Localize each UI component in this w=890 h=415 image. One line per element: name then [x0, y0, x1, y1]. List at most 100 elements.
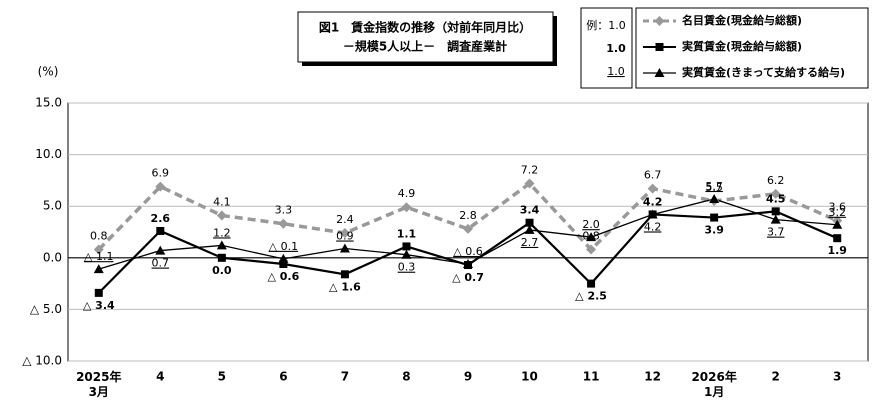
point [463, 258, 473, 268]
data-label: 0.8 [582, 230, 600, 243]
legend-marker [655, 43, 664, 51]
data-label: 3.2 [828, 206, 846, 219]
data-label: 2.6 [151, 212, 171, 225]
legend-label: 実質賃金(きまって支給する給与) [682, 65, 845, 79]
legend-example: 例：1.0 [586, 18, 626, 32]
data-label: 3.3 [275, 204, 293, 217]
point [401, 202, 412, 213]
data-label: 5.7 [705, 180, 723, 193]
point [155, 245, 166, 255]
point [770, 214, 781, 224]
data-label: △ 0.6 [453, 245, 482, 258]
point [710, 213, 719, 222]
x-tick-label: 9 [464, 370, 472, 384]
legend-label: 名目賃金(現金給与総額) [682, 13, 802, 27]
point [463, 223, 473, 234]
legend-example: 1.0 [607, 65, 625, 78]
data-label: 4.1 [213, 195, 231, 208]
data-label: 0.7 [152, 257, 170, 270]
y-axis-label: (%) [38, 65, 59, 79]
data-label: 0.0 [212, 264, 232, 277]
y-tick-label: 0.0 [43, 250, 62, 264]
point [155, 181, 166, 192]
x-tick-label: 11 [583, 370, 600, 384]
x-tick-label: 8 [402, 370, 410, 384]
x-tick-label: 2025年 3月 [76, 369, 121, 399]
data-label: 4.5 [766, 192, 786, 205]
x-tick-label: 12 [644, 370, 661, 384]
data-label: 6.2 [767, 174, 785, 187]
point [771, 207, 780, 216]
x-tick-label: 10 [521, 370, 538, 384]
data-label: 0.9 [336, 230, 354, 243]
data-label: △ 3.4 [83, 299, 115, 312]
data-label: △ 2.5 [575, 290, 607, 303]
point [278, 253, 289, 263]
point [524, 224, 535, 234]
data-label: 2.8 [459, 209, 477, 222]
data-label: 2.7 [521, 236, 539, 249]
x-tick-label: 3 [833, 370, 841, 384]
point [156, 226, 165, 235]
point [709, 193, 720, 203]
data-label: 1.2 [213, 226, 231, 239]
x-tick-label: 5 [218, 370, 226, 384]
data-label: 4.2 [643, 195, 663, 208]
point [525, 218, 534, 227]
x-tick-label: 4 [156, 370, 164, 384]
y-tick-label: 10.0 [35, 147, 62, 161]
title-box [297, 11, 554, 63]
point [93, 244, 104, 255]
point [217, 253, 226, 262]
data-label: 6.9 [152, 167, 170, 180]
point [587, 279, 596, 288]
point [647, 183, 658, 194]
legend-marker [654, 68, 665, 77]
legend-label: 実質賃金(現金給与総額) [682, 39, 802, 53]
point [833, 234, 842, 243]
data-label: △ 1.1 [84, 250, 113, 263]
point [401, 249, 412, 259]
x-tick-label: 2026年 1月 [691, 369, 736, 399]
point [279, 259, 288, 268]
data-label: 3.4 [520, 204, 540, 217]
data-label: 0.3 [398, 261, 416, 274]
data-label: 4.9 [398, 187, 416, 200]
point [647, 209, 658, 219]
y-tick-label: 5.0 [43, 199, 62, 213]
y-tick-label: △ 5.0 [30, 302, 62, 316]
point [340, 270, 349, 279]
point [339, 228, 350, 239]
data-label: 3.7 [767, 226, 785, 239]
point [94, 288, 103, 297]
point [278, 218, 289, 229]
data-label: 1.9 [827, 244, 847, 257]
legend-example-box [580, 7, 633, 89]
data-label: 4.2 [644, 220, 662, 233]
data-label: 6.7 [644, 169, 662, 182]
chart-subtitle: －規模5人以上－ 調査産業計 [343, 39, 507, 54]
point [339, 243, 350, 253]
data-label: 5.5 [705, 181, 723, 194]
x-tick-label: 6 [279, 370, 287, 384]
chart-title: 図1 賃金指数の推移（対前年同月比） [319, 20, 531, 35]
data-label: △ 0.7 [452, 271, 484, 284]
data-label: 7.2 [521, 163, 539, 176]
x-tick-label: 2 [772, 370, 780, 384]
point [216, 210, 227, 221]
y-tick-label: 15.0 [35, 96, 62, 110]
legend-example: 1.0 [606, 42, 626, 55]
data-label: 2.4 [336, 213, 354, 226]
x-tick-label: 7 [341, 370, 349, 384]
data-label: 2.0 [582, 218, 600, 231]
point [93, 264, 104, 274]
y-tick-label: △ 10.0 [22, 354, 62, 368]
point [524, 178, 535, 189]
point [586, 232, 597, 242]
data-label: 0.8 [90, 230, 108, 243]
data-label: △ 1.6 [329, 280, 361, 293]
point [402, 242, 411, 251]
point [216, 240, 227, 250]
data-label: 3.9 [704, 224, 724, 237]
